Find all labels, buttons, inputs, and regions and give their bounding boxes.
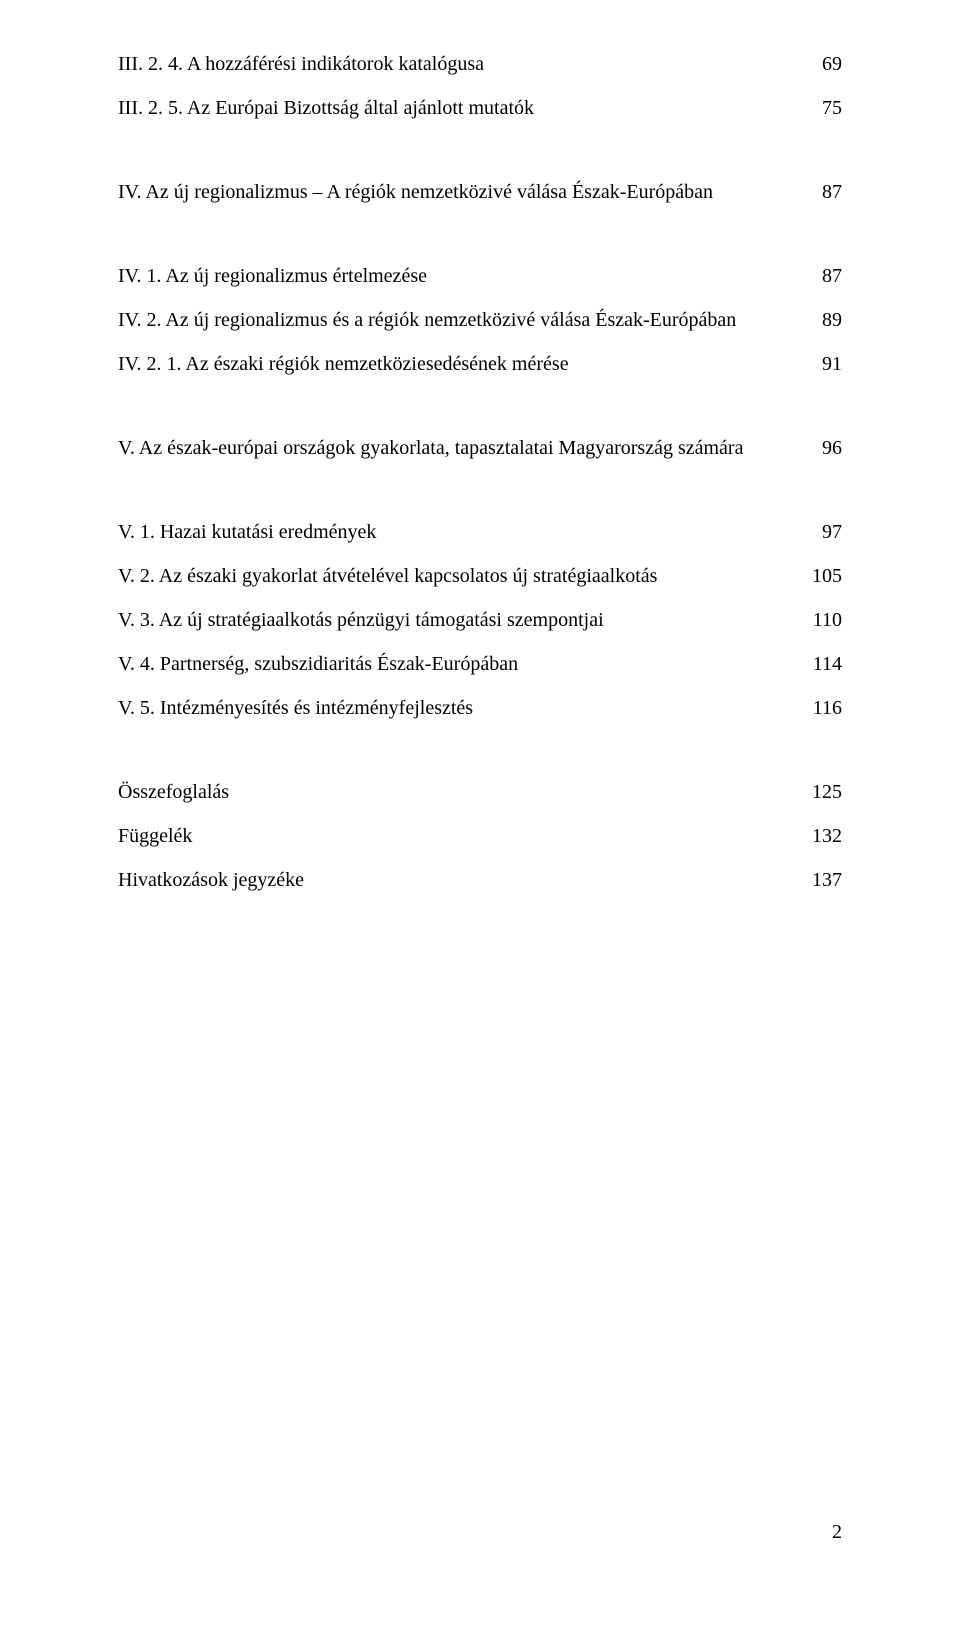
toc-entry: V. 4. Partnerség, szubszidiaritás Észak-… xyxy=(118,642,842,686)
toc-page: 137 xyxy=(802,858,842,902)
toc-text: III. 2. 4. A hozzáférési indikátorok kat… xyxy=(118,42,802,86)
toc-entry: V. 2. Az északi gyakorlat átvételével ka… xyxy=(118,554,842,598)
toc-text: V. 2. Az északi gyakorlat átvételével ka… xyxy=(118,554,802,598)
toc-backmatter-entry: Összefoglalás 125 xyxy=(118,770,842,814)
toc-page: 97 xyxy=(802,510,842,554)
section-gap xyxy=(118,130,842,170)
section-gap xyxy=(118,214,842,254)
toc-entry: IV. 2. Az új regionalizmus és a régiók n… xyxy=(118,298,842,342)
toc-entry: V. 5. Intézményesítés és intézményfejles… xyxy=(118,686,842,730)
toc-entry: V. 1. Hazai kutatási eredmények 97 xyxy=(118,510,842,554)
toc-text: Összefoglalás xyxy=(118,770,802,814)
toc-page: 75 xyxy=(802,86,842,130)
toc-text: IV. 2. 1. Az északi régiók nemzetköziese… xyxy=(118,342,802,386)
toc-entry: IV. 2. 1. Az északi régiók nemzetköziese… xyxy=(118,342,842,386)
section-gap xyxy=(118,470,842,510)
toc-page: 105 xyxy=(802,554,842,598)
section-gap xyxy=(118,386,842,426)
toc-section-header: IV. Az új regionalizmus – A régiók nemze… xyxy=(118,170,842,214)
section-gap xyxy=(118,730,842,770)
toc-page: 110 xyxy=(802,598,842,642)
toc-entry: III. 2. 5. Az Európai Bizottság által aj… xyxy=(118,86,842,130)
toc-page: 91 xyxy=(802,342,842,386)
toc-text: Hivatkozások jegyzéke xyxy=(118,858,802,902)
toc-entry: IV. 1. Az új regionalizmus értelmezése 8… xyxy=(118,254,842,298)
toc-text: III. 2. 5. Az Európai Bizottság által aj… xyxy=(118,86,802,130)
toc-text: V. 4. Partnerség, szubszidiaritás Észak-… xyxy=(118,642,802,686)
toc-text: V. 1. Hazai kutatási eredmények xyxy=(118,510,802,554)
toc-page: 89 xyxy=(802,298,842,342)
toc-page: 69 xyxy=(802,42,842,86)
toc-section-header: V. Az észak-európai országok gyakorlata,… xyxy=(118,426,842,470)
toc-entry: V. 3. Az új stratégiaalkotás pénzügyi tá… xyxy=(118,598,842,642)
toc-backmatter-entry: Függelék 132 xyxy=(118,814,842,858)
page-content: III. 2. 4. A hozzáférési indikátorok kat… xyxy=(0,0,960,902)
toc-text: V. 3. Az új stratégiaalkotás pénzügyi tá… xyxy=(118,598,802,642)
toc-page: 125 xyxy=(802,770,842,814)
toc-text: IV. 1. Az új regionalizmus értelmezése xyxy=(118,254,802,298)
toc-entry: III. 2. 4. A hozzáférési indikátorok kat… xyxy=(118,42,842,86)
toc-text: Függelék xyxy=(118,814,802,858)
toc-text: V. 5. Intézményesítés és intézményfejles… xyxy=(118,686,802,730)
toc-page: 114 xyxy=(802,642,842,686)
toc-text: IV. 2. Az új regionalizmus és a régiók n… xyxy=(118,298,802,342)
toc-text: V. Az észak-európai országok gyakorlata,… xyxy=(118,426,802,470)
toc-text: IV. Az új regionalizmus – A régiók nemze… xyxy=(118,170,802,214)
toc-page: 87 xyxy=(802,254,842,298)
toc-page: 132 xyxy=(802,814,842,858)
page-number: 2 xyxy=(832,1521,842,1544)
toc-page: 116 xyxy=(802,686,842,730)
toc-backmatter-entry: Hivatkozások jegyzéke 137 xyxy=(118,858,842,902)
toc-page: 96 xyxy=(802,426,842,470)
toc-page: 87 xyxy=(802,170,842,214)
